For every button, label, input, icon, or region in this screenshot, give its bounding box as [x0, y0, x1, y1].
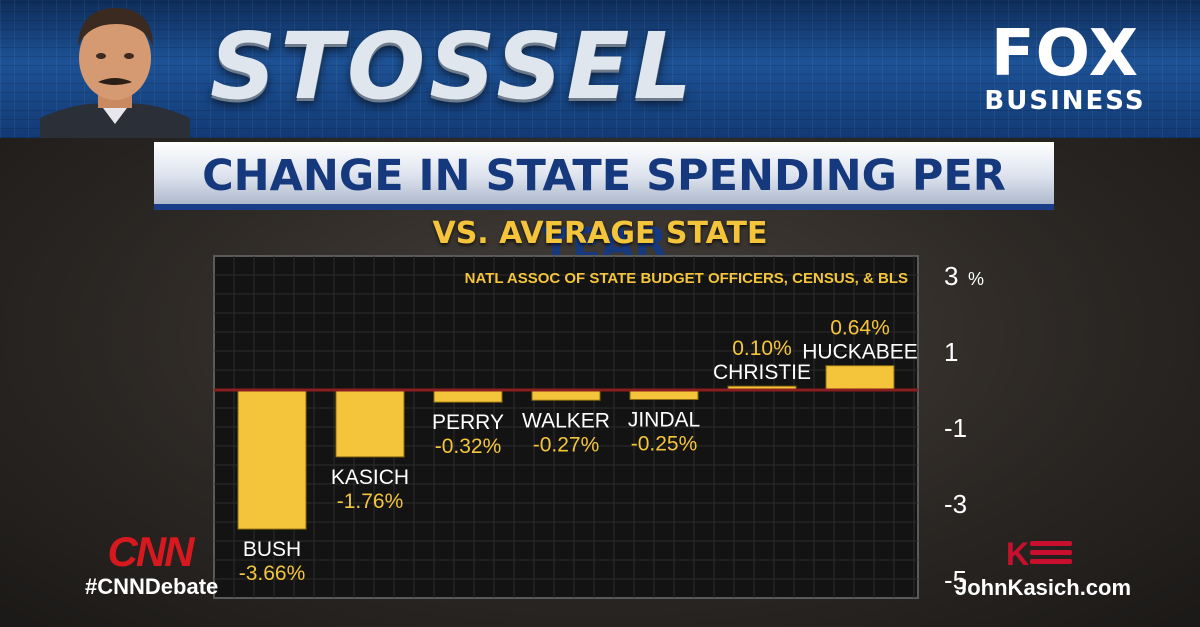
bar-name-huckabee: HUCKABEE — [802, 341, 918, 364]
bar-name-walker: WALKER — [522, 409, 610, 432]
cnn-brand: CNN #CNNDebate — [85, 528, 219, 600]
chart-subtitle: VS. AVERAGE STATE — [432, 216, 768, 251]
bar-name-perry: PERRY — [432, 411, 504, 434]
bar-value-huckabee: 0.64% — [830, 317, 890, 340]
cnn-logo: CNN — [107, 528, 195, 575]
network-logo-line2: BUSINESS — [984, 86, 1146, 116]
bar-name-bush: BUSH — [243, 538, 301, 561]
y-axis-unit: % — [968, 269, 984, 289]
bar-perry — [433, 389, 503, 403]
banner-texture — [0, 0, 1200, 138]
bar-value-christie: 0.10% — [732, 337, 792, 360]
bar-series — [237, 365, 895, 530]
kasich-logo: K — [1006, 536, 1072, 572]
bar-value-jindal: -0.25% — [631, 433, 698, 456]
bar-name-kasich: KASICH — [331, 466, 409, 489]
bar-labels: BUSH-3.66% KASICH-1.76% PERRY-0.32% WALKER-… — [239, 317, 918, 585]
kasich-site: JohnKasich.com — [955, 575, 1132, 600]
y-tick-label: 3 — [944, 261, 958, 291]
y-tick-label: -3 — [944, 489, 967, 519]
bar-name-jindal: JINDAL — [628, 409, 700, 432]
y-axis-ticks: 3 % 1 -1 -3 -5 — [944, 261, 984, 595]
kasich-logo-letter: K — [1006, 536, 1029, 569]
kasich-brand: K JohnKasich.com — [955, 535, 1132, 602]
show-logo: STOSSEL — [210, 13, 696, 120]
y-tick-label: 1 — [944, 337, 958, 367]
network-logo-line1: FOX — [990, 17, 1140, 91]
bar-name-christie: CHRISTIE — [713, 361, 811, 384]
chart-source: NATL ASSOC OF STATE BUDGET OFFICERS, CEN… — [465, 270, 908, 287]
host-photo — [40, 8, 190, 138]
y-tick-label: -5 — [944, 565, 967, 595]
bar-value-bush: -3.66% — [239, 562, 306, 585]
bar-kasich — [335, 389, 405, 458]
bar-walker — [531, 389, 601, 401]
network-logo: FOX BUSINESS — [965, 22, 1165, 122]
bar-value-kasich: -1.76% — [337, 490, 404, 513]
cnn-hashtag: #CNNDebate — [85, 574, 219, 599]
bar-value-perry: -0.32% — [435, 435, 502, 458]
show-banner: STOSSEL FOX BUSINESS — [0, 0, 1200, 138]
bar-huckabee — [825, 365, 895, 391]
bar-bush — [237, 389, 307, 530]
y-tick-label: -1 — [944, 413, 967, 443]
bar-value-walker: -0.27% — [533, 433, 600, 456]
